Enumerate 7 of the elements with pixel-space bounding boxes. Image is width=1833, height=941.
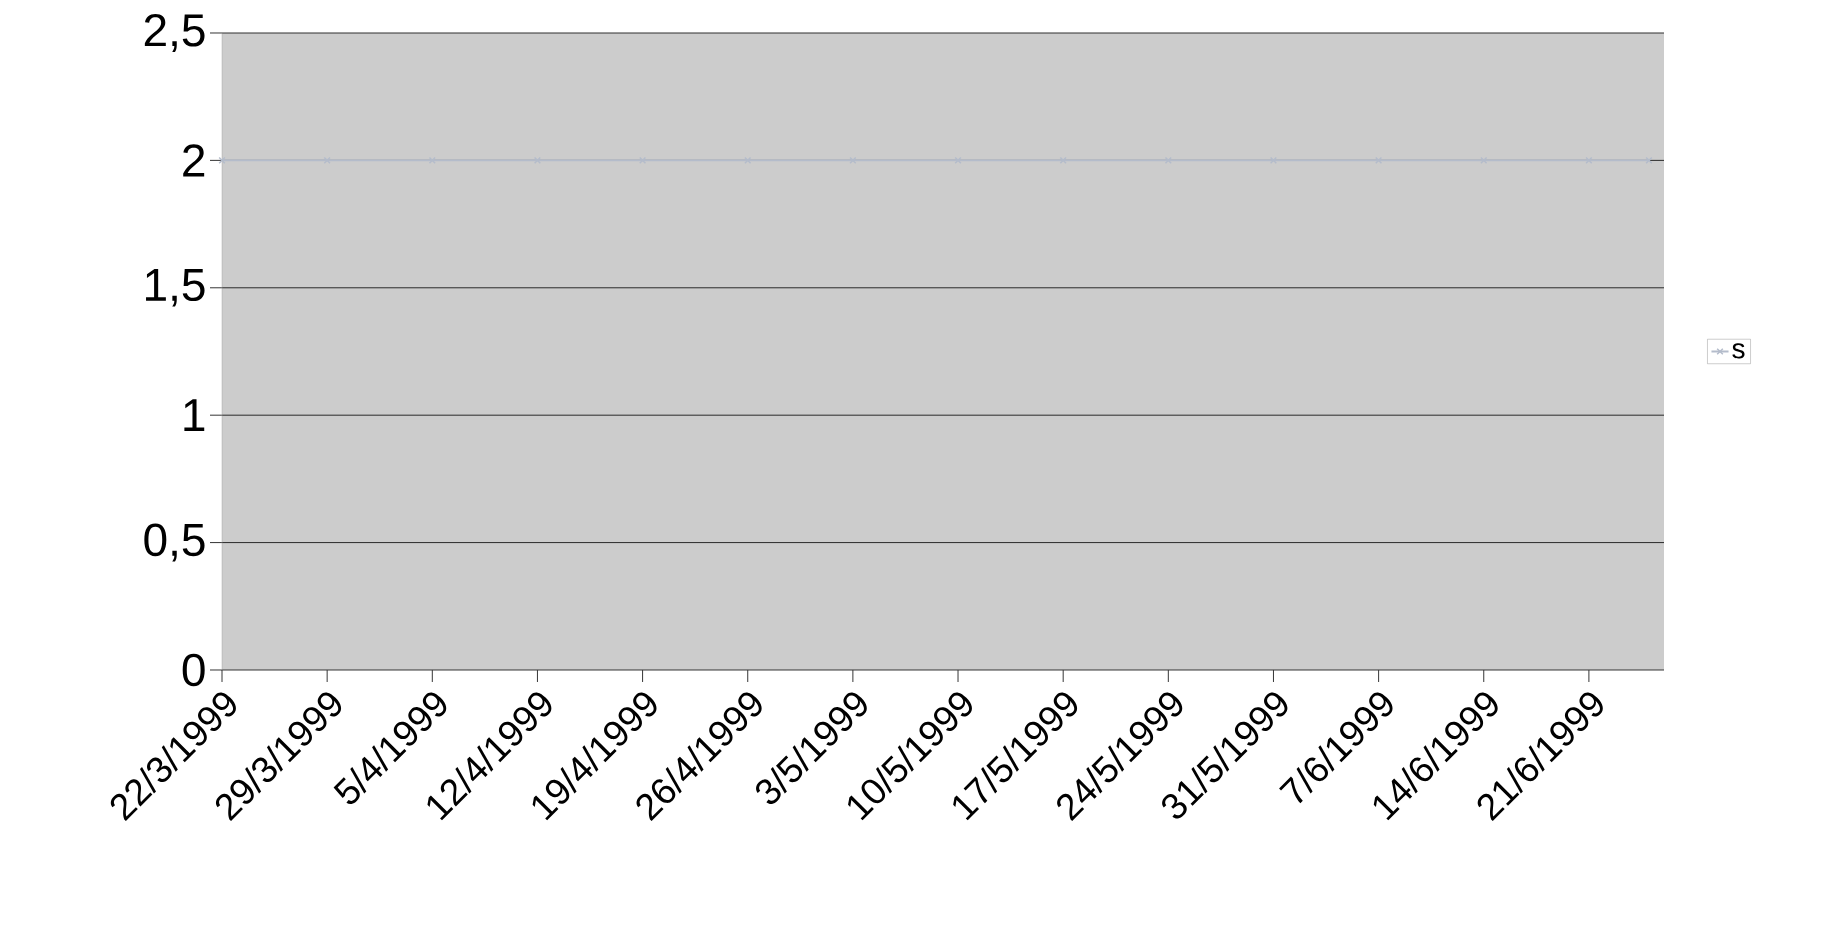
y-tick-label: 2 xyxy=(183,144,205,177)
y-tick-label: 0 xyxy=(182,653,205,687)
y-tick-label: 2,5 xyxy=(144,13,205,52)
legend-label: s xyxy=(1732,343,1745,359)
y-tick-label: 1,5 xyxy=(146,269,205,307)
y-tick-label: 0,5 xyxy=(144,523,205,562)
y-tick-label: 1 xyxy=(184,399,205,432)
